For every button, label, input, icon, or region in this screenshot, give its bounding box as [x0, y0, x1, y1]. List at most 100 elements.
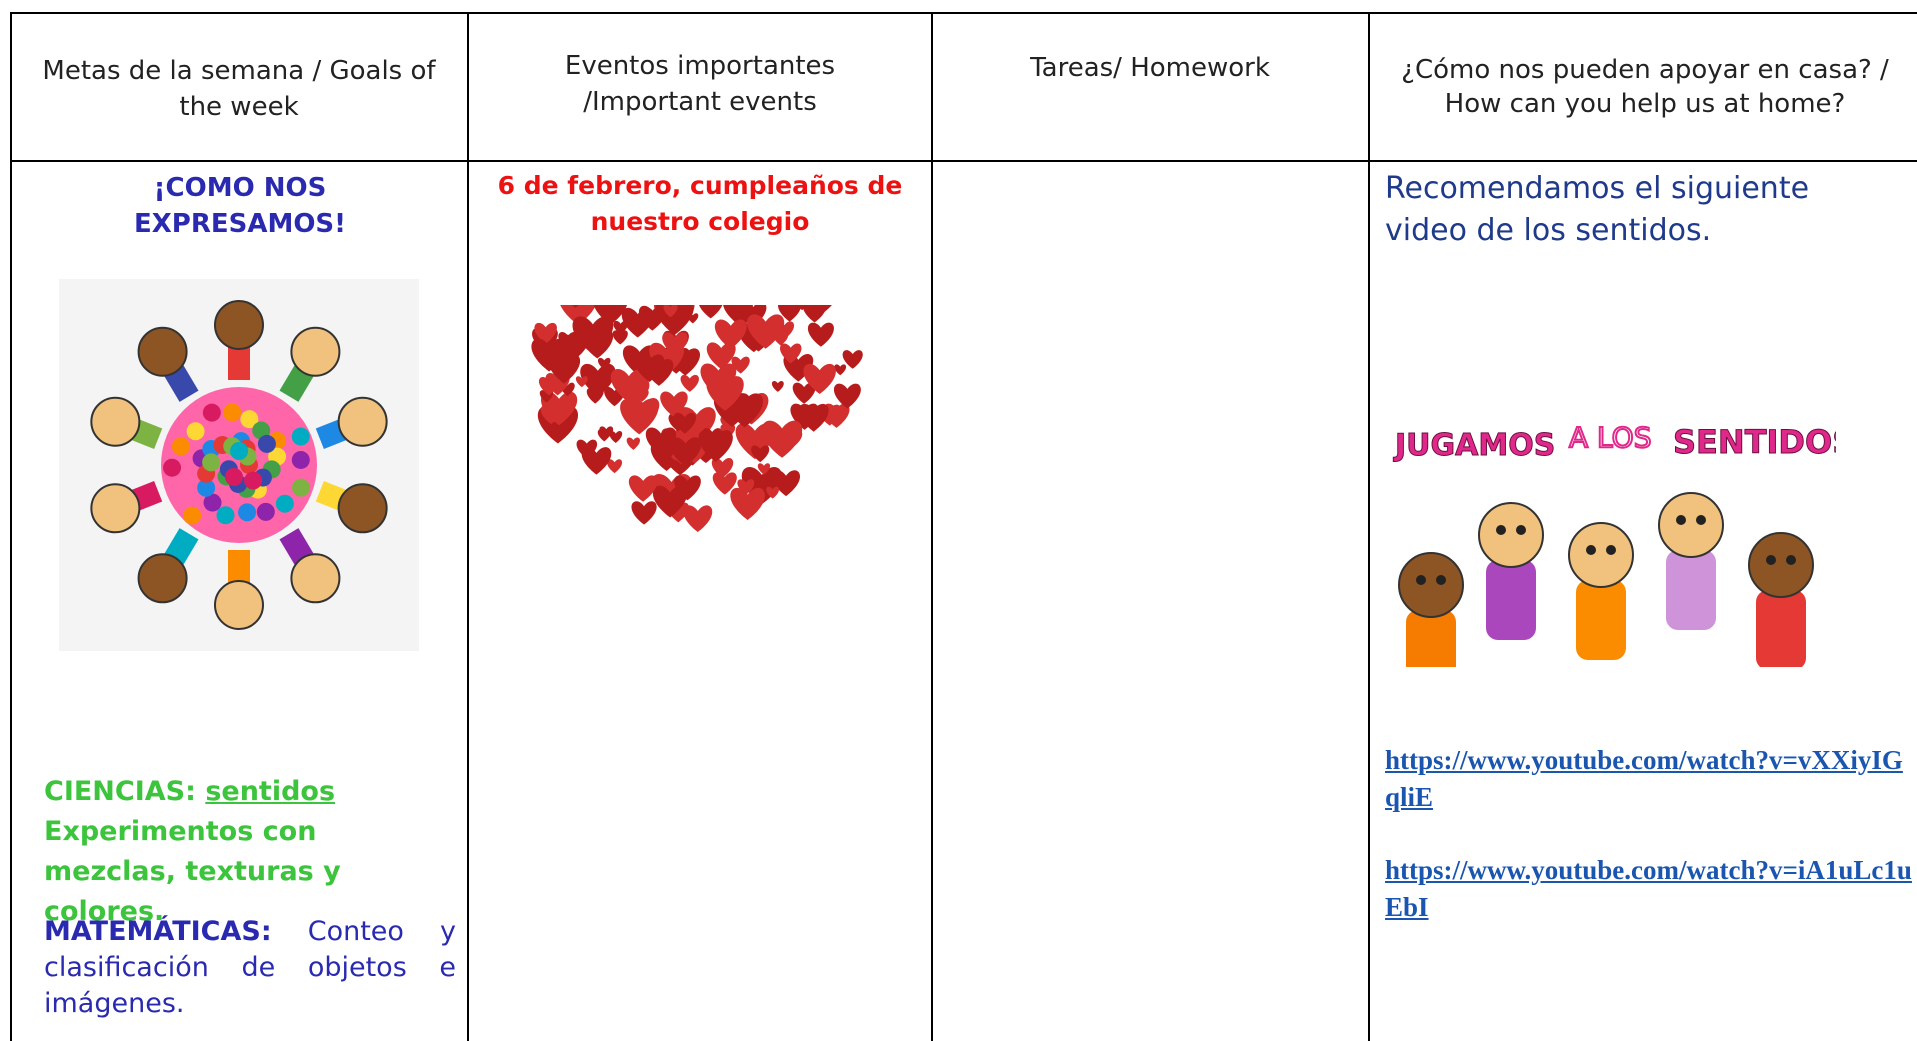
shape: [656, 444, 676, 462]
shape: [674, 475, 701, 501]
shape: [796, 305, 808, 311]
shape: [560, 305, 597, 325]
shape: [290, 326, 341, 377]
header-cell: Metas de la semana / Goals of the week: [42, 56, 436, 122]
shape: [669, 437, 702, 467]
shape: [1416, 575, 1426, 585]
shape: [561, 334, 589, 360]
science-text: Experimentos con mezclas, texturas y col…: [44, 816, 341, 927]
shape: [747, 314, 785, 349]
shape: [761, 420, 803, 458]
shape: [1496, 525, 1506, 535]
border: [467, 12, 469, 1041]
shape: [1436, 575, 1446, 585]
shape: [628, 397, 660, 427]
math: MATEMÁTICAS: Conteo y clasificación de o…: [44, 914, 456, 1022]
shape: [757, 463, 771, 475]
shape: [244, 471, 263, 490]
shape: [663, 305, 678, 318]
shape: [706, 376, 744, 411]
goals-title: ¡COMO NOS EXPRESAMOS!: [133, 173, 347, 239]
border: [10, 160, 1917, 162]
shape: [290, 553, 341, 604]
shape: [1696, 515, 1706, 525]
shape: [256, 502, 275, 521]
shape: [803, 363, 836, 395]
shape: [183, 506, 202, 525]
shape: [593, 305, 627, 325]
shape: [90, 396, 141, 447]
shape: [609, 431, 623, 443]
shape: [765, 473, 785, 492]
shape: [586, 387, 604, 404]
shape: [702, 428, 722, 447]
shape: [802, 305, 827, 323]
shape: [687, 313, 699, 324]
shape: [792, 382, 816, 404]
shape: [723, 305, 753, 325]
shape: [610, 369, 648, 403]
shape: [780, 343, 802, 364]
shape: [1586, 545, 1596, 555]
kids-image: [59, 279, 419, 651]
shape: [612, 330, 628, 345]
event-text: 6 de febrero, cumpleaños de nuestro cole…: [497, 171, 903, 236]
shape: [1756, 590, 1806, 667]
shape: [538, 376, 559, 396]
shape: [540, 405, 562, 425]
caption: A LOS: [1569, 421, 1651, 454]
shape: [766, 486, 780, 499]
shape: [581, 447, 612, 475]
shape: [607, 459, 623, 474]
shape: [186, 422, 205, 441]
science: CIENCIAS: sentidos Experimentos con mezc…: [44, 772, 456, 932]
shape: [834, 364, 847, 376]
shape: [1676, 515, 1686, 525]
shape: [214, 580, 264, 630]
shape: [807, 322, 834, 347]
shape: [575, 376, 588, 388]
link[interactable]: https://www.youtube.com/watch?v=iA1uLc1u…: [1385, 855, 1912, 922]
shape: [842, 350, 863, 369]
shape: [621, 307, 654, 338]
shape: [90, 483, 141, 534]
shape: [230, 442, 249, 461]
shape: [628, 475, 658, 502]
shape: [337, 483, 388, 534]
math-label: MATEMÁTICAS:: [44, 916, 272, 947]
senses-image: JUGAMOS A LOS SENTIDOS: [1393, 420, 1836, 667]
header-cell: ¿Cómo nos pueden apoyar en casa? / How c…: [1401, 55, 1889, 119]
shape: [706, 342, 736, 370]
shape: [1606, 545, 1616, 555]
shape: [1576, 580, 1626, 660]
math-text: Conteo y clasificación de objetos e imág…: [44, 916, 456, 1019]
border: [931, 12, 933, 1041]
border: [10, 12, 12, 1041]
shape: [171, 437, 190, 456]
shape: [224, 467, 243, 486]
shape: [1478, 502, 1544, 568]
shape: [337, 396, 388, 447]
shape: [291, 478, 310, 497]
shape: [597, 429, 611, 442]
shape: [240, 410, 259, 429]
shape: [680, 374, 699, 392]
shape: [1516, 525, 1526, 535]
shape: [778, 305, 802, 322]
shape: [137, 553, 188, 604]
header-cell: Eventos importantes /Important events: [564, 51, 836, 117]
link[interactable]: https://www.youtube.com/watch?v=vXXiyIGq…: [1385, 745, 1903, 812]
shape: [798, 403, 829, 432]
border: [1368, 12, 1370, 1041]
shape: [163, 458, 182, 477]
shape: [751, 445, 770, 463]
shape: [1786, 555, 1796, 565]
shape: [631, 501, 657, 525]
shape: [634, 354, 665, 383]
shape: [1398, 552, 1464, 618]
shape: [275, 494, 294, 513]
shape: [1666, 550, 1716, 630]
shape: [597, 357, 611, 370]
shape: [662, 332, 688, 356]
